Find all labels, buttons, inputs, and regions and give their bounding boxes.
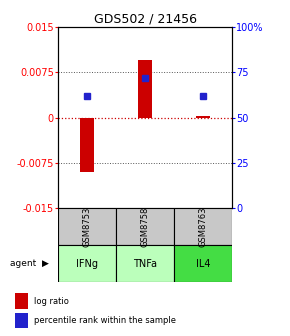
Bar — [116, 208, 174, 245]
Text: TNFa: TNFa — [133, 259, 157, 269]
Bar — [14, 313, 28, 328]
Bar — [58, 208, 116, 245]
Text: log ratio: log ratio — [34, 297, 69, 306]
Bar — [58, 245, 116, 282]
Title: GDS502 / 21456: GDS502 / 21456 — [93, 13, 197, 26]
Text: IFNg: IFNg — [76, 259, 98, 269]
Bar — [174, 208, 232, 245]
Bar — [14, 293, 28, 308]
Text: GSM8758: GSM8758 — [140, 207, 150, 247]
Bar — [80, 118, 94, 172]
Text: GSM8763: GSM8763 — [198, 207, 208, 247]
Text: GSM8753: GSM8753 — [82, 207, 92, 247]
Text: IL4: IL4 — [196, 259, 210, 269]
Bar — [196, 116, 210, 118]
Bar — [138, 60, 152, 118]
Text: agent  ▶: agent ▶ — [10, 259, 49, 268]
Text: percentile rank within the sample: percentile rank within the sample — [34, 316, 176, 325]
Bar — [116, 245, 174, 282]
Bar — [174, 245, 232, 282]
